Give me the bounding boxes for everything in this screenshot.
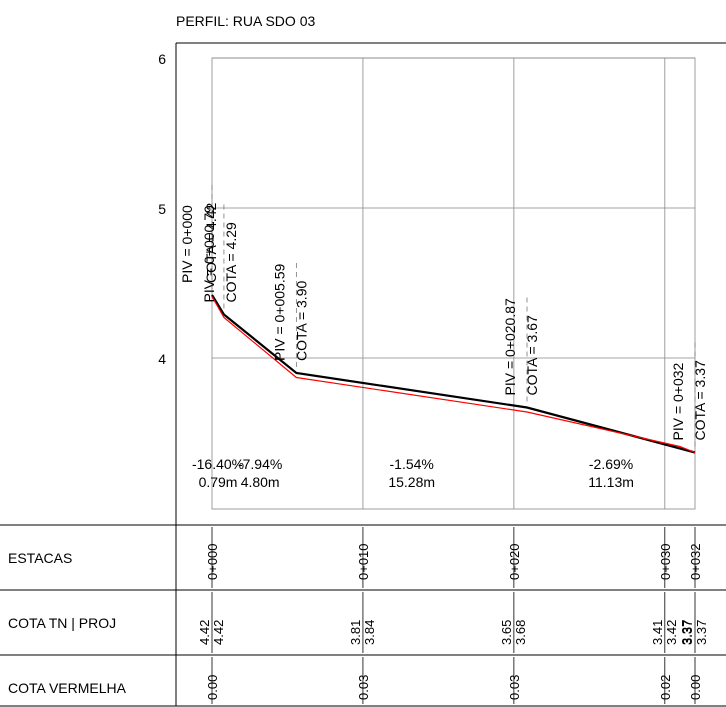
cota-proj-label: 4.42: [211, 620, 226, 645]
frames: [175, 42, 726, 525]
cota-proj-label: 3.42: [664, 620, 679, 645]
pivot-cota-label: COTA = 3.90: [293, 281, 309, 361]
cota-tn-label: 4.42: [197, 620, 212, 645]
pivot-label: PIV = 0+000: [179, 205, 195, 283]
estaca-label: 0+030: [658, 543, 673, 580]
grid: [211, 57, 696, 510]
cota-vermelha-label: 0.03: [356, 675, 371, 700]
grade-length: 0.79m: [199, 474, 238, 490]
pivot-cota-label: COTA = 4.42: [203, 203, 219, 283]
estaca-label: 0+020: [507, 543, 522, 580]
estaca-label: 0+010: [356, 543, 371, 580]
pivot-label: PIV = 0+020.87: [502, 298, 518, 396]
grade-percent: -16.40%: [192, 456, 244, 472]
cota-vermelha-label: 0.00: [688, 675, 703, 700]
cota-proj-label: 3.37: [694, 620, 709, 645]
table-row-header: ESTACAS: [8, 550, 72, 566]
estaca-label: 0+032: [688, 543, 703, 580]
series-group: [211, 294, 696, 454]
table-row-header: COTA VERMELHA: [8, 680, 127, 696]
grade-length: 4.80m: [241, 474, 280, 490]
y-tick-label: 5: [158, 201, 166, 217]
chart-frame: [175, 42, 726, 525]
cota-proj-label: 3.84: [362, 620, 377, 645]
cota-vermelha-label: 0.02: [658, 675, 673, 700]
data-table: ESTACAS COTA TN | PROJ COTA VERMELHA 0+000 4…: [0, 524, 726, 707]
series-line-projeto: [211, 294, 696, 454]
pivot-cota-label: COTA = 4.29: [223, 222, 239, 302]
grade-percent: -1.54%: [390, 456, 434, 472]
cota-vermelha-label: 0.03: [507, 675, 522, 700]
y-tick-label: 4: [158, 351, 166, 367]
grade-percent: -2.69%: [589, 456, 633, 472]
pivot-label: PIV = 0+005.59: [271, 263, 287, 361]
cota-tn-label: 3.37: [680, 620, 695, 645]
grade-labels: -16.40% 0.79m-7.94% 4.80m -1.54% 15.28m -2.69…: [192, 456, 634, 490]
cota-vermelha-label: 0.00: [205, 675, 220, 700]
y-axis-ticks: 4 5 6: [158, 51, 166, 367]
grade-percent: -7.94%: [238, 456, 282, 472]
table-row-header: COTA TN | PROJ: [8, 615, 116, 631]
y-tick-label: 6: [158, 51, 166, 67]
grade-length: 15.28m: [388, 474, 435, 490]
estaca-label: 0+000: [205, 543, 220, 580]
cota-tn-label: 3.81: [348, 620, 363, 645]
pivot-cota-label: COTA = 3.67: [524, 315, 540, 395]
cota-proj-label: 3.68: [513, 620, 528, 645]
pivot-label: PIV = 0+000.79: [201, 205, 217, 303]
cota-tn-label: 3.65: [499, 620, 514, 645]
cota-proj-label-extra: 3.37: [679, 620, 694, 645]
grade-length: 11.13m: [588, 474, 634, 490]
cota-tn-label: 3.41: [650, 620, 665, 645]
pivot-label: PIV = 0+032: [670, 362, 686, 440]
chart-title: PERFIL: RUA SDO 03: [176, 13, 315, 29]
series-line-terreno: [211, 296, 696, 454]
pivot-cota-label: COTA = 3.37: [692, 360, 708, 440]
